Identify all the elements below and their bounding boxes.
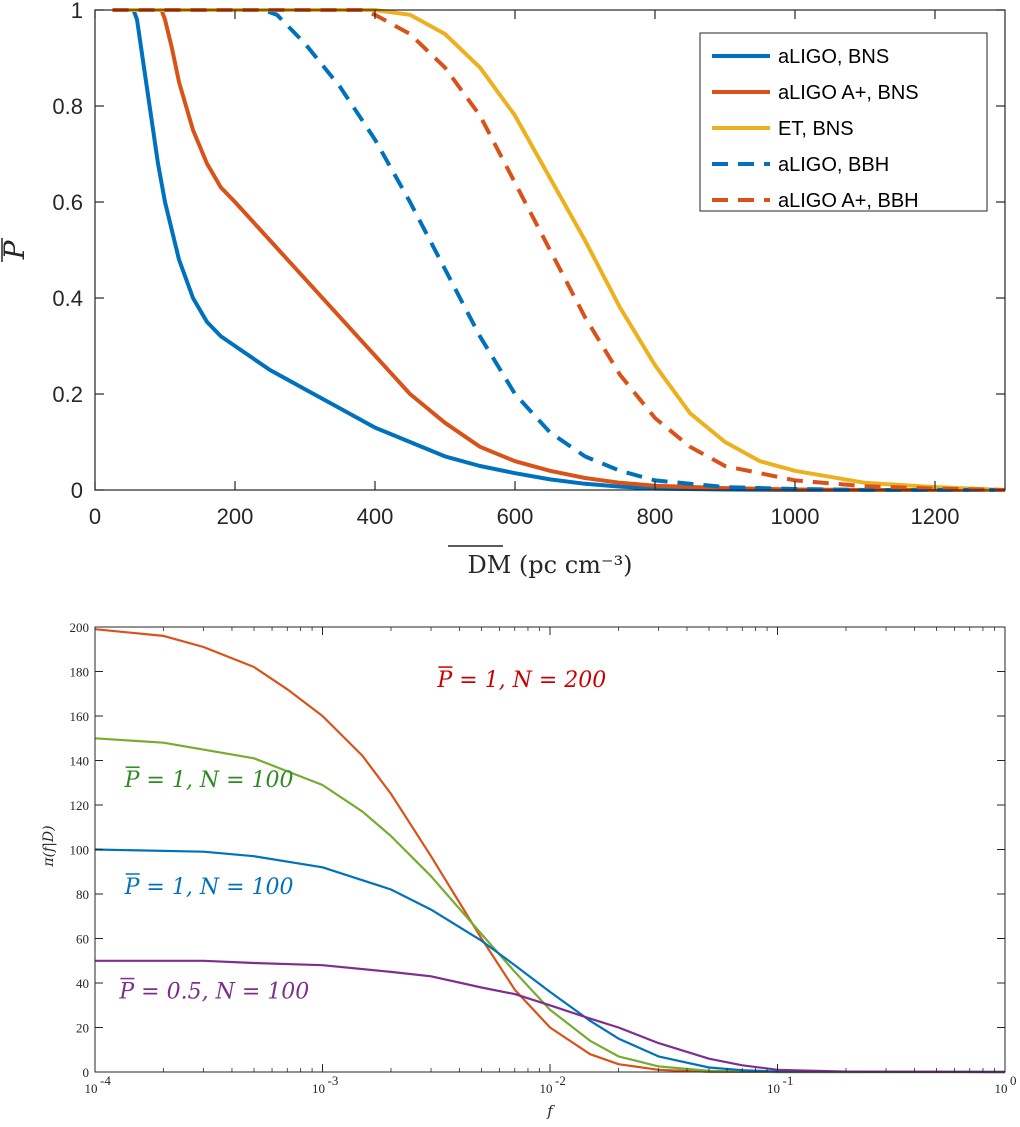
y-axis-title: P bbox=[0, 239, 31, 260]
bottom-series-line-2 bbox=[94, 737, 1005, 1074]
bottom-series-line-4 bbox=[95, 959, 1006, 1074]
bottom-x-tick-label: 10 bbox=[995, 1081, 1008, 1096]
series-line-1 bbox=[112, 8, 1005, 492]
x-tick-label: 200 bbox=[217, 504, 254, 529]
plot-frame bbox=[94, 9, 1006, 491]
bottom-y-tick-label: 200 bbox=[70, 620, 90, 635]
bottom-x-tick-exponent: -2 bbox=[555, 1073, 566, 1088]
y-tick-label: 0 bbox=[71, 478, 83, 503]
bottom-y-tick-label: 180 bbox=[70, 665, 90, 680]
bottom-x-tick-label: 10 bbox=[767, 1081, 780, 1096]
bottom-x-tick-exponent: -1 bbox=[783, 1073, 794, 1088]
y-tick-label: 0.2 bbox=[52, 382, 83, 407]
bottom-series-line-3 bbox=[94, 848, 1006, 1074]
bottom-plot-frame bbox=[94, 626, 1006, 1073]
bottom-annotation-1: P = 1, N = 200 bbox=[436, 668, 606, 693]
bottom-y-tick-label: 80 bbox=[76, 887, 89, 902]
series-line-3 bbox=[112, 8, 1006, 492]
x-tick-label: 400 bbox=[357, 504, 394, 529]
legend-label-5: aLIGO A+, BBH bbox=[778, 190, 919, 212]
bottom-x-tick-label: 10 bbox=[540, 1081, 553, 1096]
series-line-4 bbox=[112, 8, 1005, 492]
bottom-annotation-3: P = 1, N = 100 bbox=[124, 875, 294, 900]
legend-label-1: aLIGO, BNS bbox=[778, 46, 889, 68]
bottom-annotation-2: P = 1, N = 100 bbox=[124, 768, 294, 793]
x-tick-label: 1000 bbox=[771, 504, 820, 529]
bottom-y-axis-title: π(f|D) bbox=[41, 825, 57, 867]
legend-label-2: aLIGO A+, BNS bbox=[778, 82, 919, 104]
bottom-x-axis-title: f bbox=[546, 1102, 555, 1120]
x-tick-label: 800 bbox=[637, 504, 674, 529]
legend-label-3: ET, BNS bbox=[778, 118, 854, 140]
bottom-x-tick-exponent: -4 bbox=[100, 1073, 111, 1088]
x-tick-label: 1200 bbox=[911, 504, 960, 529]
x-axis-title: DM (pc cm⁻³) bbox=[467, 551, 632, 579]
y-tick-label: 0.4 bbox=[52, 286, 83, 311]
bottom-series-line-1 bbox=[94, 628, 1005, 1074]
bottom-x-tick-label: 10 bbox=[85, 1081, 98, 1096]
bottom-y-tick-label: 0 bbox=[83, 1065, 90, 1080]
bottom-annotation-4: P = 0.5, N = 100 bbox=[118, 980, 309, 1005]
bottom-x-tick-exponent: 0 bbox=[1010, 1073, 1017, 1088]
legend-label-4: aLIGO, BBH bbox=[778, 154, 889, 176]
legend: aLIGO, BNS aLIGO A+, BNS ET, BNS aLIGO, BBH… bbox=[699, 32, 988, 212]
bottom-y-tick-label: 120 bbox=[70, 798, 90, 813]
y-tick-label: 1 bbox=[71, 0, 83, 23]
bottom-y-tick-label: 140 bbox=[70, 754, 90, 769]
bottom-x-tick-exponent: -3 bbox=[328, 1073, 339, 1088]
legend-box bbox=[699, 32, 988, 212]
y-tick-label: 0.6 bbox=[52, 190, 83, 215]
bottom-y-tick-label: 20 bbox=[76, 1021, 89, 1036]
x-tick-label: 0 bbox=[89, 504, 101, 529]
bottom-y-tick-label: 100 bbox=[70, 843, 90, 858]
series-line-5 bbox=[112, 8, 1006, 492]
bottom-y-tick-label: 160 bbox=[70, 709, 90, 724]
bottom-y-tick-label: 40 bbox=[76, 976, 89, 991]
bottom-x-tick-label: 10 bbox=[312, 1081, 325, 1096]
bottom-plot-area: 10-410-310-210-1100020406080100120140160… bbox=[41, 620, 1017, 1120]
top-chart: 0 200 400 600 800 1000 1200 0 0.2 0.4 0.6 0.8 1 DM (p… bbox=[0, 0, 1006, 579]
x-tick-label: 600 bbox=[497, 504, 534, 529]
top-plot-area: 0 200 400 600 800 1000 1200 0 0.2 0.4 0.6 0.8 1 DM (p… bbox=[0, 0, 1006, 579]
bottom-y-tick-label: 60 bbox=[76, 932, 89, 947]
y-tick-label: 0.8 bbox=[52, 94, 83, 119]
